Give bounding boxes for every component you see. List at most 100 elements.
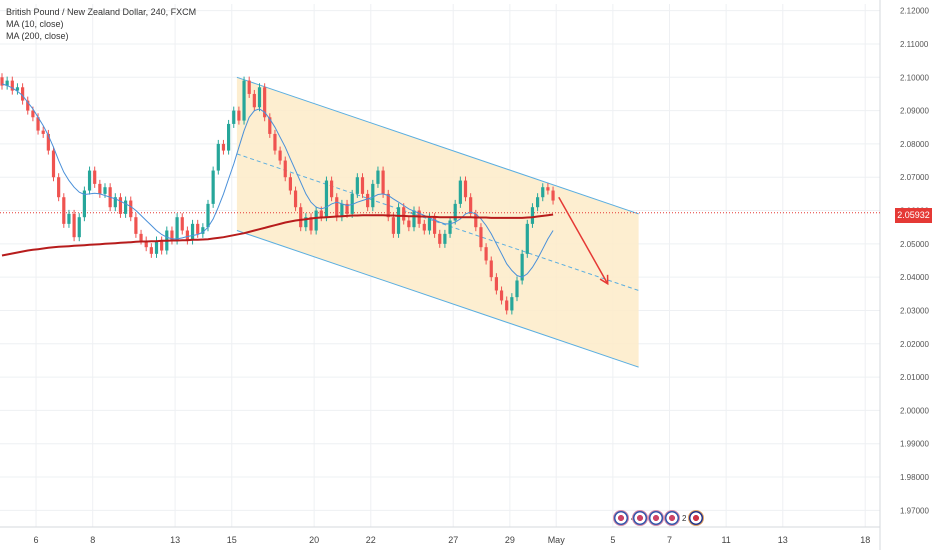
candle-body xyxy=(360,177,365,194)
candle-body xyxy=(211,170,215,204)
flag-icon xyxy=(688,510,704,526)
candle-body xyxy=(31,110,35,118)
candle-body xyxy=(134,217,138,234)
candle-body xyxy=(21,87,25,101)
candle-body xyxy=(98,183,102,194)
candle-body xyxy=(427,217,432,231)
candle-body xyxy=(288,177,292,191)
candle-body xyxy=(309,217,313,231)
y-tick-label: 2.10000 xyxy=(900,73,929,82)
event-marker-2[interactable]: 5 xyxy=(632,508,654,528)
candle-body xyxy=(396,207,401,234)
candle-body xyxy=(494,277,498,291)
candle-body xyxy=(62,197,66,224)
forecast-arrow-line[interactable] xyxy=(558,196,609,285)
y-tick-label: 2.01000 xyxy=(900,373,929,382)
channel-lower-line[interactable] xyxy=(236,230,639,368)
candle-body xyxy=(87,170,92,191)
candle-body xyxy=(149,247,153,254)
candle-body xyxy=(201,227,205,234)
candle-body xyxy=(232,110,236,124)
candle-body xyxy=(340,203,344,218)
candle-body xyxy=(154,240,159,254)
x-tick-label: 27 xyxy=(448,535,458,545)
candle-body xyxy=(299,207,303,228)
candle-body xyxy=(278,150,282,161)
candle-body xyxy=(525,223,529,254)
candle-body xyxy=(175,217,179,241)
candle-body xyxy=(474,213,478,228)
last-price-badge: 2.05932 xyxy=(895,208,932,223)
y-tick-label: 2.11000 xyxy=(900,40,929,49)
x-tick-label: 13 xyxy=(778,535,788,545)
candle-body xyxy=(283,160,287,178)
candle-body xyxy=(515,280,519,298)
flag-icon xyxy=(632,510,648,526)
candle-body xyxy=(355,177,359,194)
candle-body xyxy=(530,207,535,224)
candle-body xyxy=(330,180,334,198)
candle-body xyxy=(448,220,452,234)
candle-body xyxy=(345,203,349,214)
candle-body xyxy=(484,247,488,261)
candle-body xyxy=(247,80,251,94)
x-tick-label: 29 xyxy=(505,535,515,545)
candle-body xyxy=(41,130,45,134)
candle-body xyxy=(324,180,329,218)
candle-body xyxy=(412,210,416,228)
candle-body xyxy=(67,213,71,224)
legend: British Pound / New Zealand Dollar, 240,… xyxy=(6,6,196,42)
channel-mid-line[interactable] xyxy=(236,153,639,291)
x-tick-label: 11 xyxy=(721,535,730,545)
candle-body xyxy=(536,197,540,208)
candle-body xyxy=(453,203,457,221)
candle-body xyxy=(381,170,385,194)
x-tick-label: 18 xyxy=(860,535,870,545)
x-tick-label: 22 xyxy=(366,535,376,545)
flag-icon xyxy=(664,510,680,526)
candle-body xyxy=(304,217,308,228)
event-marker-5[interactable] xyxy=(688,508,704,528)
candle-body xyxy=(190,223,195,241)
candle-body xyxy=(293,190,298,208)
candle-body xyxy=(185,230,189,241)
candle-body xyxy=(118,197,123,214)
candle-body xyxy=(26,100,30,111)
legend-ma10: MA (10, close) xyxy=(6,19,64,29)
candle-body xyxy=(103,187,107,194)
candle-body xyxy=(386,193,390,218)
candle-body xyxy=(227,123,231,151)
candle-body xyxy=(160,240,164,251)
candle-body xyxy=(93,170,97,184)
y-tick-label: 2.09000 xyxy=(900,107,929,116)
flag-icon xyxy=(648,510,664,526)
y-tick-label: 2.02000 xyxy=(900,340,929,349)
candle-body xyxy=(216,143,220,171)
legend-title: British Pound / New Zealand Dollar, 240,… xyxy=(6,7,197,17)
candle-body xyxy=(407,220,411,228)
candle-body xyxy=(402,207,406,221)
candle-body xyxy=(443,233,447,244)
x-tick-label: 20 xyxy=(309,535,319,545)
channel-upper-line[interactable] xyxy=(236,76,639,215)
candle-body xyxy=(520,253,524,281)
candle-body xyxy=(463,180,468,198)
flag-icon xyxy=(613,510,629,526)
candle-body xyxy=(263,87,267,118)
candle-body xyxy=(113,197,117,208)
ma200-line xyxy=(1,213,554,257)
x-tick-label: 6 xyxy=(34,535,39,545)
y-tick-label: 2.00000 xyxy=(900,406,929,415)
candle-body xyxy=(144,240,148,248)
candle-body xyxy=(422,223,426,231)
candle-body xyxy=(15,87,20,91)
y-tick-label: 2.12000 xyxy=(900,7,929,16)
candle-body xyxy=(433,217,437,234)
candle-body xyxy=(252,93,256,108)
candle-body xyxy=(350,193,354,214)
candle-body xyxy=(499,290,504,301)
event-count: 2 xyxy=(682,513,687,523)
candle-body xyxy=(391,217,395,234)
